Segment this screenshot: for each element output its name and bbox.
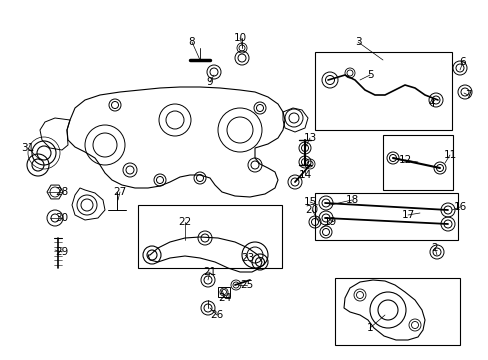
Text: 17: 17 xyxy=(401,210,414,220)
Text: 12: 12 xyxy=(398,155,411,165)
Text: 25: 25 xyxy=(240,280,253,290)
Text: 1: 1 xyxy=(366,323,372,333)
Text: 29: 29 xyxy=(55,247,68,257)
Text: 4: 4 xyxy=(428,98,434,108)
Text: 10: 10 xyxy=(233,33,246,43)
Bar xyxy=(334,278,459,345)
Text: 28: 28 xyxy=(55,187,68,197)
Text: 7: 7 xyxy=(464,90,470,100)
Text: 23: 23 xyxy=(241,253,254,263)
Text: 5: 5 xyxy=(366,70,372,80)
Text: 3: 3 xyxy=(354,37,361,47)
Text: 15: 15 xyxy=(303,197,316,207)
Text: 21: 21 xyxy=(203,267,216,277)
Text: 27: 27 xyxy=(113,187,126,197)
Text: 9: 9 xyxy=(206,77,213,87)
Bar xyxy=(138,205,282,268)
Text: 26: 26 xyxy=(210,310,223,320)
Text: 20: 20 xyxy=(305,205,318,215)
Text: 2: 2 xyxy=(431,243,437,253)
Text: 22: 22 xyxy=(178,217,191,227)
Bar xyxy=(314,52,451,130)
Bar xyxy=(314,193,457,240)
Bar xyxy=(382,135,452,190)
Bar xyxy=(218,287,229,297)
Text: 24: 24 xyxy=(218,293,231,303)
Text: 18: 18 xyxy=(345,195,358,205)
Text: 16: 16 xyxy=(452,202,466,212)
Text: 11: 11 xyxy=(443,150,456,160)
Text: 13: 13 xyxy=(303,133,316,143)
Text: 19: 19 xyxy=(323,217,336,227)
Text: 14: 14 xyxy=(298,170,311,180)
Text: 6: 6 xyxy=(459,57,466,67)
Text: 31: 31 xyxy=(21,143,35,153)
Text: 30: 30 xyxy=(55,213,68,223)
Text: 8: 8 xyxy=(188,37,195,47)
